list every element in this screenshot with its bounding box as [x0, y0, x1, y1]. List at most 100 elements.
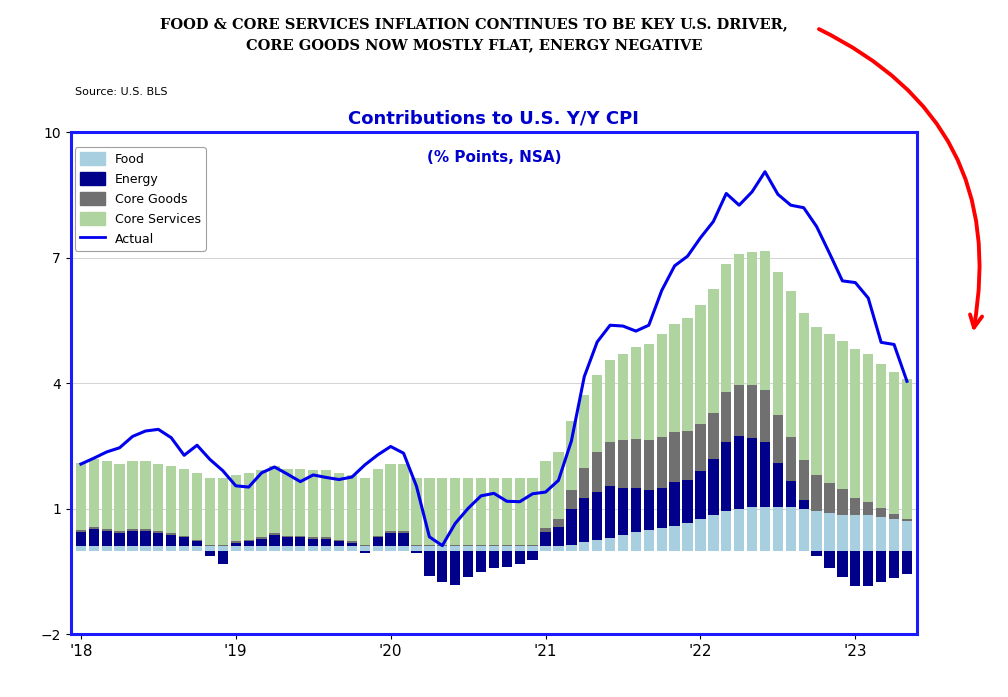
- Bar: [838, 515, 848, 551]
- Bar: [734, 385, 744, 436]
- Bar: [76, 530, 86, 532]
- Bar: [811, 327, 822, 475]
- Bar: [838, 341, 848, 489]
- Bar: [618, 488, 628, 535]
- Bar: [347, 542, 357, 543]
- Bar: [89, 546, 99, 551]
- Bar: [347, 546, 357, 551]
- Bar: [902, 519, 912, 521]
- Bar: [321, 546, 332, 551]
- Bar: [592, 492, 603, 540]
- Bar: [669, 432, 679, 482]
- Bar: [476, 551, 486, 572]
- Bar: [696, 305, 706, 424]
- Bar: [347, 475, 357, 542]
- Bar: [76, 532, 86, 546]
- Bar: [876, 508, 886, 517]
- Bar: [463, 545, 474, 546]
- Bar: [825, 513, 835, 551]
- Bar: [373, 535, 383, 537]
- Bar: [437, 546, 448, 551]
- Bar: [721, 442, 732, 511]
- Bar: [385, 531, 396, 533]
- Bar: [282, 535, 292, 537]
- Bar: [102, 461, 112, 529]
- Bar: [656, 437, 667, 488]
- Bar: [398, 531, 408, 533]
- Bar: [256, 537, 267, 539]
- Bar: [476, 478, 486, 545]
- Bar: [140, 529, 150, 530]
- Bar: [256, 470, 267, 537]
- Bar: [656, 528, 667, 551]
- Bar: [489, 551, 499, 568]
- Bar: [476, 546, 486, 551]
- Bar: [115, 531, 125, 533]
- Bar: [876, 517, 886, 551]
- Bar: [876, 551, 886, 582]
- Bar: [295, 546, 305, 551]
- Bar: [192, 473, 203, 539]
- Bar: [709, 289, 719, 413]
- Bar: [127, 461, 138, 529]
- Bar: [902, 378, 912, 519]
- Bar: [450, 546, 461, 551]
- Bar: [566, 510, 577, 545]
- Bar: [192, 542, 203, 546]
- Bar: [682, 431, 692, 480]
- Bar: [721, 511, 732, 551]
- Bar: [424, 545, 434, 546]
- Bar: [463, 551, 474, 576]
- Bar: [385, 464, 396, 531]
- Bar: [566, 491, 577, 510]
- Bar: [656, 335, 667, 437]
- Bar: [838, 489, 848, 515]
- Bar: [360, 545, 370, 546]
- Bar: [385, 546, 396, 551]
- Bar: [682, 318, 692, 431]
- Bar: [256, 539, 267, 546]
- Bar: [540, 461, 550, 528]
- Bar: [153, 464, 163, 531]
- Bar: [76, 546, 86, 551]
- Bar: [760, 442, 770, 507]
- Bar: [721, 264, 732, 392]
- Bar: [411, 545, 421, 546]
- Bar: [205, 546, 215, 551]
- Bar: [179, 535, 190, 537]
- Bar: [244, 542, 254, 546]
- Bar: [553, 452, 563, 519]
- Bar: [269, 535, 279, 546]
- Bar: [863, 515, 873, 551]
- Bar: [334, 473, 344, 539]
- Bar: [321, 539, 332, 546]
- Bar: [373, 546, 383, 551]
- Bar: [773, 507, 783, 551]
- Bar: [514, 546, 525, 551]
- Text: FOOD & CORE SERVICES INFLATION CONTINUES TO BE KEY U.S. DRIVER,: FOOD & CORE SERVICES INFLATION CONTINUES…: [160, 17, 787, 31]
- Bar: [682, 480, 692, 523]
- Bar: [76, 464, 86, 530]
- Bar: [669, 526, 679, 551]
- Bar: [115, 464, 125, 531]
- Text: Source: U.S. BLS: Source: U.S. BLS: [75, 87, 167, 98]
- Bar: [205, 551, 215, 556]
- Bar: [115, 546, 125, 551]
- Bar: [876, 364, 886, 508]
- Bar: [863, 355, 873, 502]
- Bar: [889, 519, 899, 551]
- Bar: [631, 438, 641, 488]
- Bar: [282, 468, 292, 535]
- Bar: [527, 545, 538, 546]
- Bar: [385, 533, 396, 546]
- Bar: [115, 533, 125, 546]
- Bar: [553, 519, 563, 527]
- Bar: [411, 478, 421, 545]
- Bar: [153, 533, 163, 546]
- Bar: [669, 323, 679, 432]
- Bar: [580, 395, 590, 468]
- Bar: [553, 546, 563, 551]
- Bar: [140, 461, 150, 529]
- Bar: [709, 413, 719, 459]
- Bar: [592, 452, 603, 492]
